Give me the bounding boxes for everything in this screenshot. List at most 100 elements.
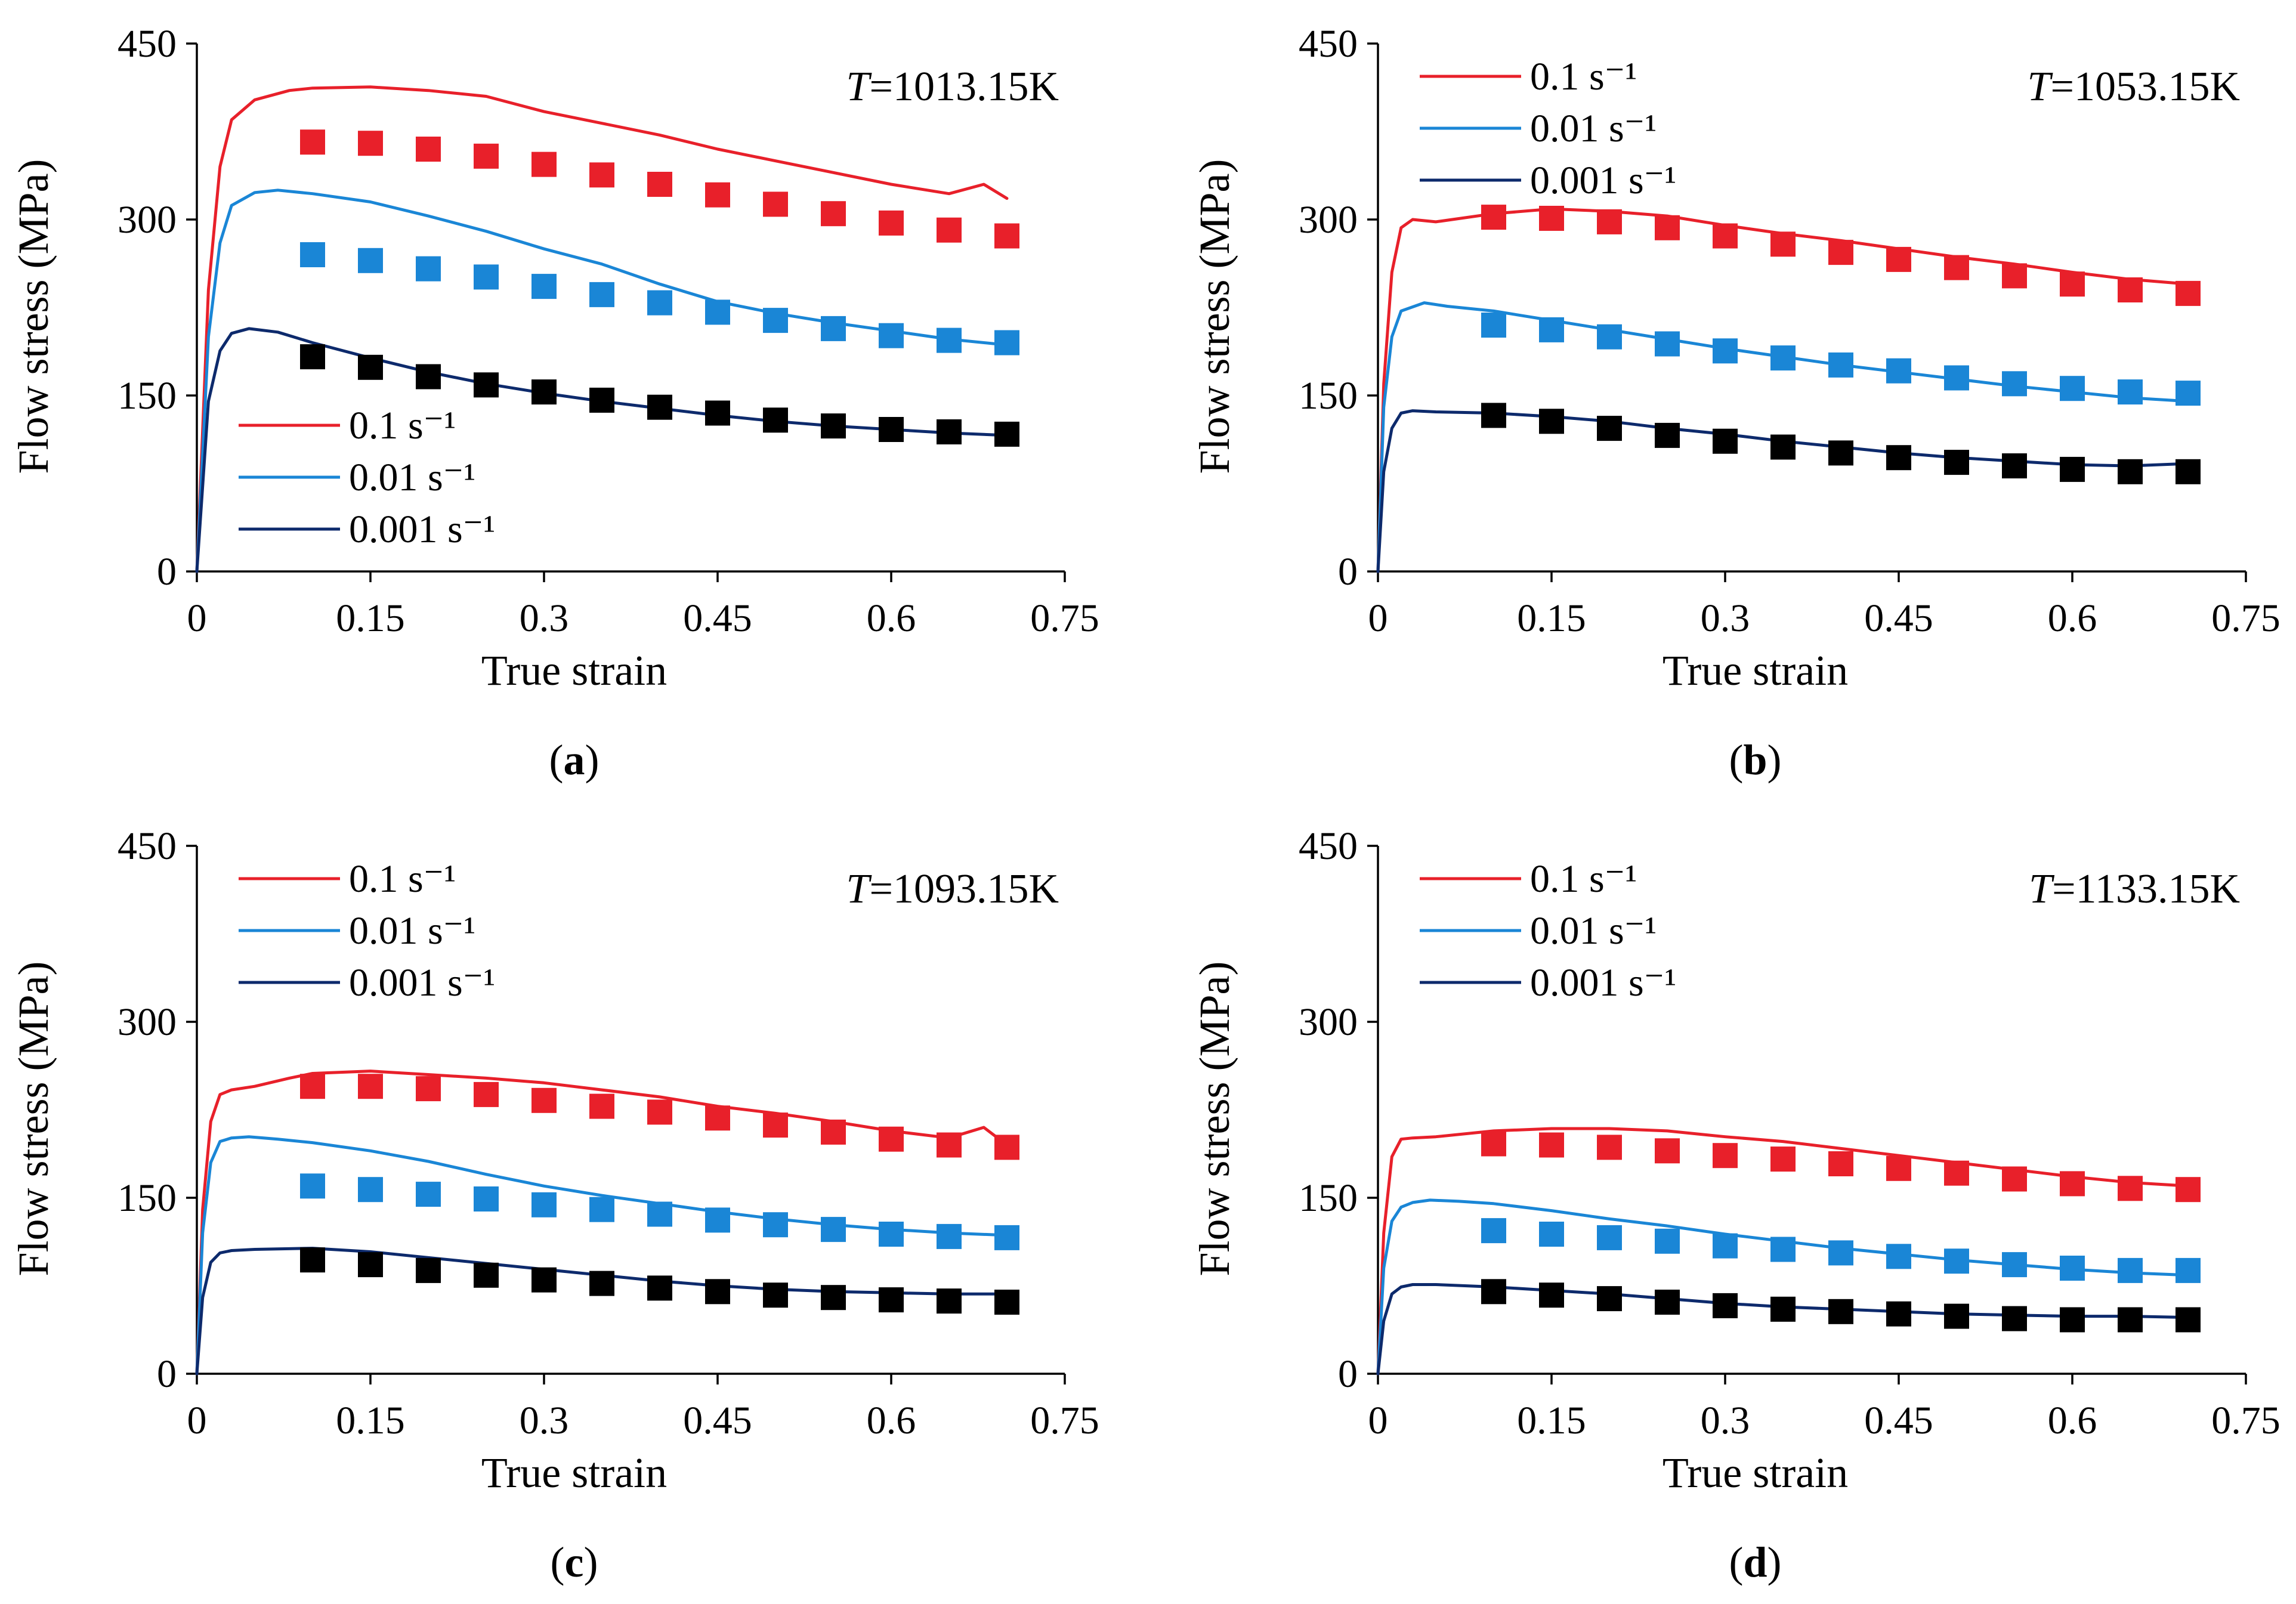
data-marker-0 [1770, 1146, 1796, 1172]
data-marker-0 [1770, 231, 1796, 257]
data-marker-2 [1886, 445, 1911, 471]
data-marker-0 [1828, 1151, 1853, 1176]
data-marker-1 [416, 256, 441, 282]
data-marker-2 [1539, 1282, 1564, 1308]
data-marker-2 [1770, 1296, 1796, 1322]
legend-label-0: 0.1 s⁻¹ [349, 404, 456, 447]
data-marker-1 [1539, 317, 1564, 342]
x-axis-title: True strain [1662, 647, 1848, 694]
data-marker-1 [879, 1222, 904, 1247]
data-marker-0 [2176, 1177, 2201, 1203]
data-marker-2 [416, 364, 441, 390]
data-marker-0 [1944, 255, 1969, 280]
legend-label-1: 0.01 s⁻¹ [349, 456, 475, 499]
legend-label-2: 0.001 s⁻¹ [1530, 159, 1676, 202]
data-marker-2 [1597, 1286, 1622, 1312]
y-tick-label: 0 [1338, 1352, 1358, 1396]
legend: 0.1 s⁻¹ 0.01 s⁻¹ 0.001 s⁻¹ [239, 857, 495, 1005]
data-marker-2 [879, 417, 904, 442]
legend: 0.1 s⁻¹ 0.01 s⁻¹ 0.001 s⁻¹ [1420, 857, 1676, 1005]
data-marker-2 [1655, 422, 1680, 448]
data-marker-0 [1713, 1143, 1738, 1169]
y-tick-label: 0 [157, 1352, 177, 1396]
data-marker-2 [705, 400, 730, 426]
data-marker-1 [2002, 371, 2027, 397]
panel-letter: d [1743, 1538, 1767, 1586]
data-marker-0 [531, 1087, 557, 1113]
data-marker-0 [1944, 1160, 1969, 1186]
data-marker-2 [2002, 1306, 2027, 1331]
data-marker-1 [2060, 1256, 2085, 1281]
x-tick-label: 0.45 [1864, 597, 1933, 640]
data-marker-0 [647, 172, 672, 197]
data-marker-2 [1828, 440, 1853, 466]
data-marker-0 [994, 1135, 1019, 1160]
temperature-label: T=1093.15K [846, 866, 1059, 912]
data-marker-0 [879, 210, 904, 236]
data-marker-2 [2060, 456, 2085, 482]
data-marker-0 [763, 191, 788, 217]
data-marker-2 [1770, 434, 1796, 460]
x-tick-label: 0.45 [1864, 1399, 1933, 1442]
data-marker-1 [1828, 352, 1853, 378]
data-marker-2 [647, 394, 672, 420]
y-tick-label: 0 [1338, 550, 1358, 594]
data-marker-2 [2176, 1307, 2201, 1333]
data-marker-2 [1597, 416, 1622, 441]
data-marker-1 [994, 330, 1019, 356]
data-marker-0 [1597, 209, 1622, 234]
data-marker-1 [705, 1207, 730, 1233]
data-marker-1 [763, 1212, 788, 1238]
data-marker-1 [2176, 1257, 2201, 1283]
data-marker-2 [589, 1271, 614, 1296]
y-tick-label: 150 [118, 374, 177, 418]
data-marker-1 [647, 1201, 672, 1227]
panel-label: (c) [551, 1538, 598, 1586]
data-marker-1 [1481, 313, 1506, 338]
data-marker-1 [2002, 1252, 2027, 1278]
data-marker-0 [1481, 1131, 1506, 1157]
y-axis-title: Flow stress (MPa) [10, 961, 57, 1276]
data-marker-0 [300, 1074, 325, 1099]
data-marker-0 [2118, 1176, 2143, 1201]
data-marker-0 [1713, 223, 1738, 249]
x-tick-label: 0.45 [683, 597, 752, 640]
data-marker-2 [300, 1247, 325, 1273]
data-marker-2 [821, 1285, 846, 1311]
data-marker-1 [647, 290, 672, 316]
data-marker-0 [1539, 206, 1564, 231]
data-marker-2 [705, 1279, 730, 1305]
data-marker-1 [1655, 1228, 1680, 1254]
legend-label-1: 0.01 s⁻¹ [1530, 909, 1657, 953]
x-tick-label: 0.45 [683, 1399, 752, 1442]
data-marker-0 [2118, 277, 2143, 302]
y-tick-label: 450 [1299, 824, 1358, 868]
panel-label: (b) [1729, 736, 1781, 784]
data-marker-2 [358, 354, 383, 380]
y-axis-title: Flow stress (MPa) [1191, 159, 1238, 474]
data-marker-1 [2176, 381, 2201, 406]
data-marker-2 [1828, 1299, 1853, 1324]
temperature-symbol: T [846, 866, 873, 912]
data-marker-1 [1944, 1248, 1969, 1274]
data-marker-0 [2176, 280, 2201, 306]
data-marker-1 [2060, 376, 2085, 401]
data-marker-0 [2002, 1166, 2027, 1192]
data-marker-2 [1655, 1290, 1680, 1315]
data-marker-0 [1655, 215, 1680, 240]
data-marker-0 [1828, 240, 1853, 265]
data-marker-0 [474, 143, 499, 169]
data-marker-1 [1770, 345, 1796, 371]
data-marker-0 [705, 182, 730, 208]
data-marker-0 [1539, 1132, 1564, 1158]
x-axis-title: True strain [1662, 1449, 1848, 1497]
y-axis-title: Flow stress (MPa) [10, 159, 57, 474]
data-marker-0 [705, 1105, 730, 1131]
data-marker-2 [821, 413, 846, 439]
data-marker-1 [879, 323, 904, 348]
data-marker-1 [474, 264, 499, 290]
data-marker-2 [647, 1275, 672, 1301]
legend: 0.1 s⁻¹ 0.01 s⁻¹ 0.001 s⁻¹ [1420, 55, 1676, 202]
data-marker-1 [821, 316, 846, 341]
data-marker-0 [763, 1112, 788, 1138]
